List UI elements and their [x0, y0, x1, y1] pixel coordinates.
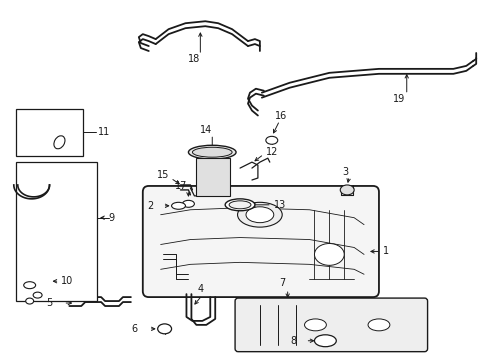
Ellipse shape: [193, 147, 232, 157]
Text: 17: 17: [174, 181, 187, 191]
Ellipse shape: [340, 185, 354, 195]
Ellipse shape: [225, 199, 255, 211]
Bar: [16, 109, 83, 156]
Text: 7: 7: [280, 278, 286, 288]
Ellipse shape: [315, 335, 336, 347]
Text: 2: 2: [147, 201, 154, 211]
Text: 15: 15: [157, 170, 169, 180]
Text: 10: 10: [61, 276, 74, 286]
Bar: [196, 158, 230, 196]
Ellipse shape: [24, 282, 36, 289]
Bar: [16, 162, 97, 301]
Ellipse shape: [246, 207, 274, 223]
Text: 11: 11: [98, 127, 110, 138]
FancyBboxPatch shape: [235, 298, 428, 352]
Ellipse shape: [189, 145, 236, 159]
Text: 8: 8: [291, 336, 296, 346]
FancyBboxPatch shape: [143, 186, 379, 297]
Ellipse shape: [182, 201, 195, 207]
Text: 4: 4: [197, 284, 203, 294]
Ellipse shape: [158, 324, 172, 334]
Ellipse shape: [368, 319, 390, 331]
Ellipse shape: [25, 298, 34, 304]
Text: 12: 12: [266, 147, 278, 157]
Text: 3: 3: [342, 167, 348, 177]
Text: 14: 14: [200, 125, 213, 135]
Text: 6: 6: [132, 324, 138, 334]
Text: 16: 16: [275, 112, 287, 121]
Ellipse shape: [266, 136, 278, 144]
Text: 1: 1: [383, 247, 389, 256]
Ellipse shape: [229, 201, 251, 209]
Text: 5: 5: [47, 298, 52, 308]
Text: 9: 9: [108, 213, 114, 223]
Ellipse shape: [33, 292, 42, 298]
Ellipse shape: [305, 319, 326, 331]
Text: 13: 13: [274, 200, 286, 210]
Ellipse shape: [238, 202, 282, 227]
Ellipse shape: [172, 202, 185, 209]
Text: 18: 18: [188, 54, 200, 64]
Ellipse shape: [54, 136, 65, 149]
Text: 19: 19: [392, 94, 405, 104]
Ellipse shape: [315, 243, 344, 265]
